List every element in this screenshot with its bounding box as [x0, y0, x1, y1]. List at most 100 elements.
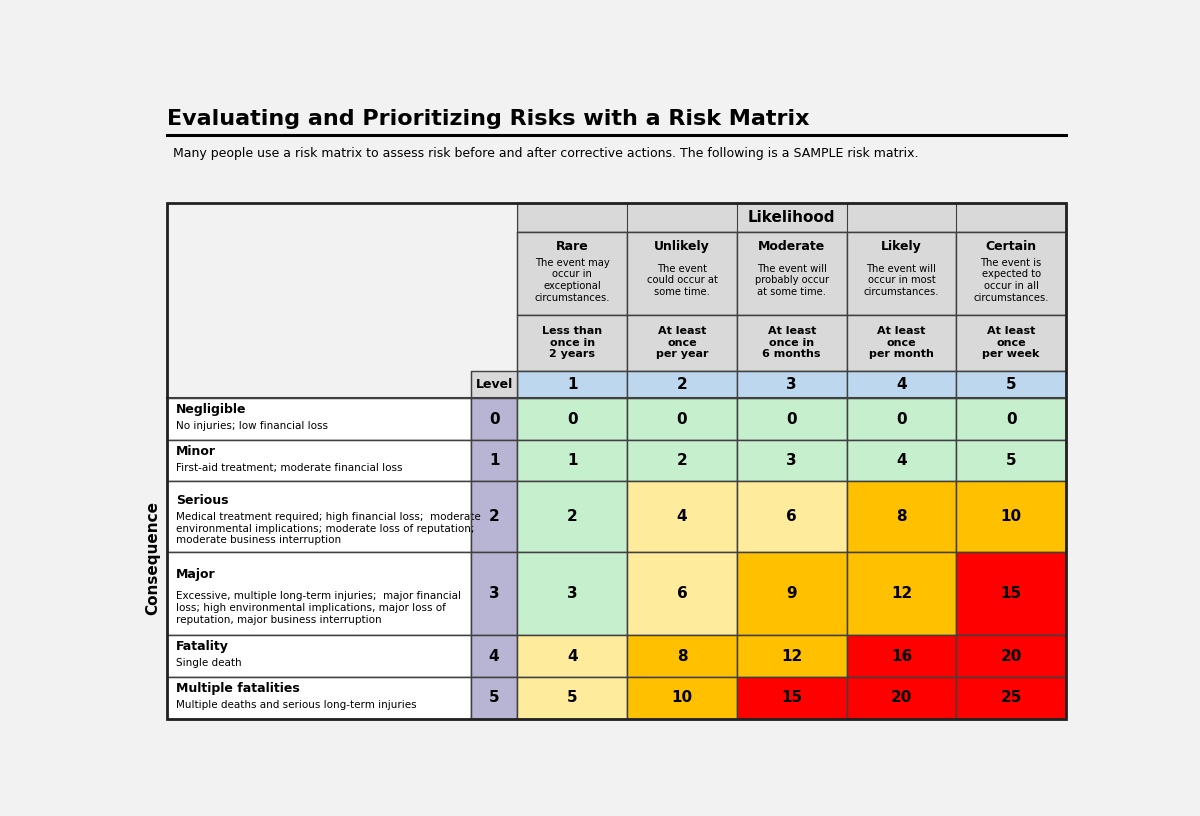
Text: 0: 0 — [786, 411, 797, 427]
Text: 1: 1 — [566, 377, 577, 392]
Text: Certain: Certain — [985, 240, 1037, 252]
Text: 12: 12 — [781, 649, 803, 663]
Bar — [628, 677, 737, 719]
Text: 0: 0 — [566, 411, 577, 427]
Bar — [956, 552, 1066, 636]
Text: 10: 10 — [1001, 509, 1021, 525]
Text: Less than
once in
2 years: Less than once in 2 years — [542, 326, 602, 359]
Text: Minor: Minor — [176, 445, 216, 458]
Bar — [956, 440, 1066, 481]
Bar — [517, 636, 628, 677]
Bar — [517, 232, 628, 315]
Text: Unlikely: Unlikely — [654, 240, 710, 252]
Text: The event may
occur in
exceptional
circumstances.: The event may occur in exceptional circu… — [534, 258, 610, 303]
Text: Moderate: Moderate — [758, 240, 826, 252]
Bar — [737, 232, 846, 315]
Text: Negligible: Negligible — [176, 403, 247, 416]
Text: 20: 20 — [890, 690, 912, 705]
Bar — [737, 370, 846, 398]
Text: Excessive, multiple long-term injuries;  major financial
loss; high environmenta: Excessive, multiple long-term injuries; … — [176, 592, 461, 624]
Text: 3: 3 — [566, 587, 577, 601]
Bar — [167, 481, 470, 552]
Bar — [846, 315, 956, 370]
Text: The event will
occur in most
circumstances.: The event will occur in most circumstanc… — [864, 264, 940, 297]
Text: Consequence: Consequence — [145, 501, 161, 615]
Text: Evaluating and Prioritizing Risks with a Risk Matrix: Evaluating and Prioritizing Risks with a… — [167, 109, 810, 129]
Text: 2: 2 — [566, 509, 577, 525]
Text: 3: 3 — [786, 453, 797, 468]
Text: 25: 25 — [1001, 690, 1022, 705]
Bar — [517, 370, 628, 398]
Text: The event will
probably occur
at some time.: The event will probably occur at some ti… — [755, 264, 829, 297]
Bar — [470, 370, 517, 398]
Text: 4: 4 — [896, 377, 907, 392]
Text: 5: 5 — [1006, 377, 1016, 392]
Text: Likelihood: Likelihood — [748, 210, 835, 224]
Text: 3: 3 — [488, 587, 499, 601]
Bar — [737, 552, 846, 636]
Bar — [737, 440, 846, 481]
Bar — [470, 481, 517, 552]
Bar — [167, 64, 470, 232]
Bar — [846, 636, 956, 677]
Bar — [517, 315, 628, 370]
Bar — [517, 398, 628, 440]
Bar — [470, 440, 517, 481]
Text: Many people use a risk matrix to assess risk before and after corrective actions: Many people use a risk matrix to assess … — [173, 147, 919, 160]
Text: 0: 0 — [1006, 411, 1016, 427]
Bar — [167, 677, 470, 719]
Bar — [846, 370, 956, 398]
Text: 4: 4 — [566, 649, 577, 663]
Text: 6: 6 — [786, 509, 797, 525]
Bar — [628, 315, 737, 370]
Text: 4: 4 — [896, 453, 907, 468]
Text: Level: Level — [475, 378, 512, 391]
Bar — [517, 202, 1066, 232]
Bar — [167, 552, 470, 636]
Text: 15: 15 — [1001, 587, 1021, 601]
Text: 5: 5 — [1006, 453, 1016, 468]
Text: First-aid treatment; moderate financial loss: First-aid treatment; moderate financial … — [176, 463, 403, 472]
Bar — [517, 552, 628, 636]
Text: Medical treatment required; high financial loss;  moderate
environmental implica: Medical treatment required; high financi… — [176, 512, 481, 545]
Text: Major: Major — [176, 568, 216, 581]
Text: 1: 1 — [488, 453, 499, 468]
Bar — [517, 481, 628, 552]
Text: 0: 0 — [677, 411, 688, 427]
Text: Rare: Rare — [556, 240, 588, 252]
Bar — [846, 232, 956, 315]
Bar — [470, 552, 517, 636]
Bar — [628, 552, 737, 636]
Text: The event is
expected to
occur in all
circumstances.: The event is expected to occur in all ci… — [973, 258, 1049, 303]
Text: 2: 2 — [677, 453, 688, 468]
Bar — [737, 677, 846, 719]
Text: Serious: Serious — [176, 494, 229, 507]
Bar — [167, 440, 470, 481]
Bar — [628, 440, 737, 481]
Text: 20: 20 — [1001, 649, 1022, 663]
Text: The event
could occur at
some time.: The event could occur at some time. — [647, 264, 718, 297]
Bar — [737, 398, 846, 440]
Text: 1: 1 — [566, 453, 577, 468]
Text: Likely: Likely — [881, 240, 922, 252]
Bar — [628, 636, 737, 677]
Text: At least
once
per month: At least once per month — [869, 326, 934, 359]
Bar — [470, 398, 517, 440]
Bar — [470, 677, 517, 719]
Bar — [956, 677, 1066, 719]
Bar — [956, 636, 1066, 677]
Bar — [846, 440, 956, 481]
Bar — [737, 481, 846, 552]
Bar — [846, 677, 956, 719]
Bar — [470, 636, 517, 677]
Bar — [956, 398, 1066, 440]
Bar — [628, 370, 737, 398]
Bar — [167, 202, 1066, 719]
Text: 8: 8 — [896, 509, 907, 525]
Text: Multiple deaths and serious long-term injuries: Multiple deaths and serious long-term in… — [176, 700, 416, 710]
Bar — [956, 315, 1066, 370]
Bar — [737, 315, 846, 370]
Text: Single death: Single death — [176, 659, 242, 668]
Bar — [628, 232, 737, 315]
Bar — [956, 232, 1066, 315]
